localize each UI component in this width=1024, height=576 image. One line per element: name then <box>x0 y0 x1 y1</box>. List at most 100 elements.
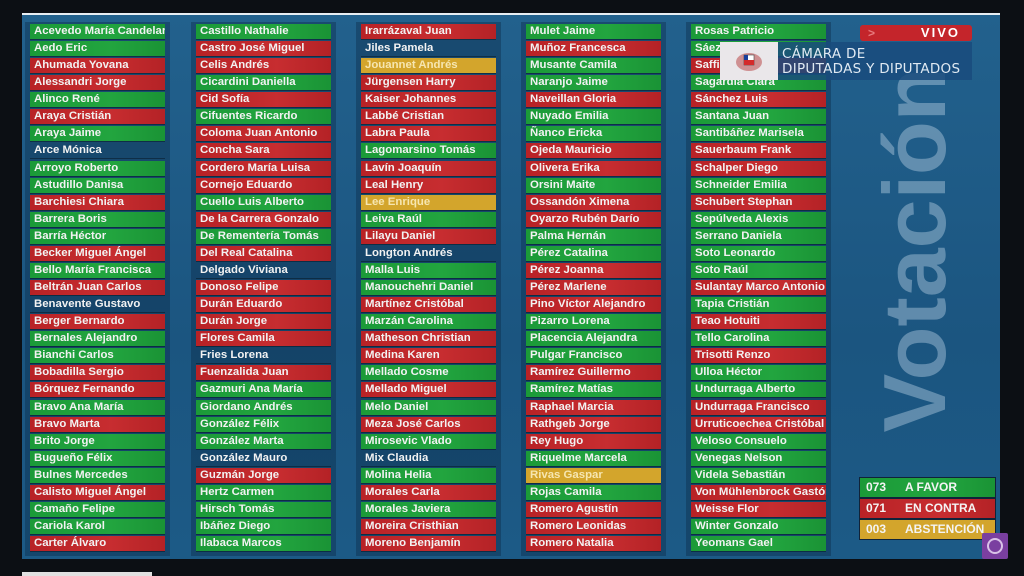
deputy-vote-none: Benavente Gustavo <box>30 297 165 312</box>
channel-brand: CÁMARA DE DIPUTADAS Y DIPUTADOS <box>720 42 972 80</box>
top-divider <box>22 13 1000 15</box>
deputy-vote-contra: Pino Víctor Alejandro <box>526 297 661 313</box>
video-progress-bar[interactable] <box>22 572 152 576</box>
deputy-vote-contra: Concha Sara <box>196 143 331 159</box>
deputy-vote-contra: Durán Jorge <box>196 314 331 330</box>
deputy-vote-favor: Ñanco Ericka <box>526 126 661 142</box>
deputy-vote-favor: Mirosevic Vlado <box>361 433 496 449</box>
deputy-vote-favor: Melo Daniel <box>361 399 496 415</box>
deputy-vote-contra: Cid Sofía <box>196 92 331 108</box>
deputy-vote-contra: Schalper Diego <box>691 160 826 176</box>
deputy-vote-favor: Musante Camila <box>526 58 661 74</box>
deputy-vote-contra: Ahumada Yovana <box>30 58 165 74</box>
deputy-vote-contra: Bobadilla Sergio <box>30 365 165 381</box>
deputy-vote-favor: Marzán Carolina <box>361 314 496 330</box>
deputy-vote-favor: González Marta <box>196 433 331 449</box>
deputy-vote-favor: Rosas Patricio <box>691 24 826 39</box>
vote-tally: 073 A FAVOR 071 EN CONTRA 003 ABSTENCIÓN <box>859 477 996 540</box>
deputy-vote-contra: Coloma Juan Antonio <box>196 126 331 142</box>
deputy-vote-favor: De Rementería Tomás <box>196 228 331 244</box>
deputy-vote-favor: Bernales Alejandro <box>30 331 165 347</box>
deputy-vote-contra: Castro José Miguel <box>196 41 331 57</box>
deputy-vote-favor: Ibáñez Diego <box>196 519 331 535</box>
deputy-vote-contra: Del Real Catalina <box>196 245 331 261</box>
deputy-vote-favor: Tello Carolina <box>691 331 826 347</box>
deputy-vote-favor: Santana Juan <box>691 109 826 125</box>
deputy-vote-contra: Labra Paula <box>361 126 496 142</box>
tally-en-contra: 071 EN CONTRA <box>860 499 995 518</box>
tally-count: 073 <box>866 480 887 494</box>
deputy-vote-contra: Calisto Miguel Ángel <box>30 484 165 500</box>
deputy-vote-favor: Aedo Eric <box>30 41 165 57</box>
deputy-vote-favor: Cuello Luis Alberto <box>196 194 331 210</box>
deputy-vote-favor: Videla Sebastián <box>691 467 826 483</box>
deputy-vote-favor: Orsini Maite <box>526 177 661 193</box>
deputy-vote-contra: Berger Bernardo <box>30 314 165 330</box>
deputy-vote-favor: Veloso Consuelo <box>691 433 826 449</box>
deputy-vote-favor: Serrano Daniela <box>691 228 826 244</box>
deputy-vote-contra: Ramírez Guillermo <box>526 365 661 381</box>
deputy-vote-contra: Meza José Carlos <box>361 416 496 432</box>
watermark-title: Votación <box>865 67 964 433</box>
deputy-vote-favor: Bravo Ana María <box>30 399 165 415</box>
deputy-vote-favor: Riquelme Marcela <box>526 450 661 466</box>
deputy-vote-contra: Ossandón Ximena <box>526 194 661 210</box>
deputy-vote-favor: Arroyo Roberto <box>30 160 165 176</box>
tally-count: 003 <box>866 522 887 536</box>
deputy-vote-contra: Rathgeb Jorge <box>526 416 661 432</box>
deputy-vote-contra: Donoso Felipe <box>196 280 331 296</box>
deputy-vote-favor: Barría Héctor <box>30 228 165 244</box>
deputy-vote-contra: Jürgensen Harry <box>361 75 496 91</box>
channel-corner-logo-icon <box>982 533 1008 559</box>
deputy-vote-favor: Sepúlveda Alexis <box>691 211 826 227</box>
deputy-vote-contra: Oyarzo Rubén Darío <box>526 211 661 227</box>
deputy-vote-favor: Pizarro Lorena <box>526 314 661 330</box>
deputy-vote-contra: Becker Miguel Ángel <box>30 245 165 261</box>
deputy-vote-favor: Brito Jorge <box>30 433 165 449</box>
deputy-vote-favor: Bello María Francisca <box>30 262 165 278</box>
tally-count: 071 <box>866 501 887 515</box>
deputy-vote-contra: Romero Leonidas <box>526 519 661 535</box>
deputy-vote-contra: Mellado Miguel <box>361 382 496 398</box>
deputy-vote-contra: Sulantay Marco Antonio <box>691 280 826 296</box>
deputy-vote-contra: Romero Natalia <box>526 536 661 552</box>
deputy-vote-contra: Rey Hugo <box>526 433 661 449</box>
chevron-right-icon: > <box>868 26 876 40</box>
deputy-vote-contra: Raphael Marcia <box>526 399 661 415</box>
deputy-vote-contra: Urruticoechea Cristóbal <box>691 416 826 432</box>
deputy-vote-none: Fries Lorena <box>196 348 331 363</box>
deputy-vote-contra: Pérez Marlene <box>526 280 661 296</box>
deputy-vote-contra: Von Mühlenbrock Gastón <box>691 484 826 500</box>
deputy-vote-favor: Ramírez Matías <box>526 382 661 398</box>
deputy-vote-contra: Beltrán Juan Carlos <box>30 280 165 296</box>
deputy-vote-favor: Pulgar Francisco <box>526 348 661 364</box>
deputy-vote-favor: Pérez Catalina <box>526 245 661 261</box>
deputy-vote-contra: Medina Karen <box>361 348 496 364</box>
deputy-vote-favor: Hertz Carmen <box>196 484 331 500</box>
deputy-vote-favor: Santibáñez Marisela <box>691 126 826 142</box>
deputy-vote-contra: Ojeda Mauricio <box>526 143 661 159</box>
deputy-vote-favor: Placencia Alejandra <box>526 331 661 347</box>
live-badge: > VIVO <box>860 25 972 41</box>
deputy-vote-contra: Leal Henry <box>361 177 496 193</box>
deputy-vote-contra: Teao Hotuiti <box>691 314 826 330</box>
deputy-vote-favor: Ilabaca Marcos <box>196 536 331 552</box>
deputy-vote-contra: Flores Camila <box>196 331 331 347</box>
deputy-vote-contra: Fuenzalida Juan <box>196 365 331 381</box>
deputy-vote-favor: Tapia Cristián <box>691 297 826 313</box>
deputy-vote-contra: Alessandri Jorge <box>30 75 165 91</box>
deputy-vote-contra: De la Carrera Gonzalo <box>196 211 331 227</box>
brand-line-2: DIPUTADAS Y DIPUTADOS <box>782 61 961 77</box>
deputy-vote-favor: Acevedo María Candelaria <box>30 24 165 39</box>
deputy-vote-contra: Lilayu Daniel <box>361 228 496 244</box>
deputy-vote-contra: Olivera Erika <box>526 160 661 176</box>
deputy-vote-favor: Cifuentes Ricardo <box>196 109 331 125</box>
deputy-vote-none: Jiles Pamela <box>361 41 496 56</box>
deputy-vote-contra: Sánchez Luis <box>691 92 826 108</box>
deputy-vote-contra: Cornejo Eduardo <box>196 177 331 193</box>
deputy-vote-favor: Molina Helia <box>361 467 496 483</box>
deputy-vote-favor: Schneider Emilia <box>691 177 826 193</box>
deputy-vote-contra: Sauerbaum Frank <box>691 143 826 159</box>
deputy-vote-contra: Bravo Marta <box>30 416 165 432</box>
deputy-vote-favor: Astudillo Danisa <box>30 177 165 193</box>
